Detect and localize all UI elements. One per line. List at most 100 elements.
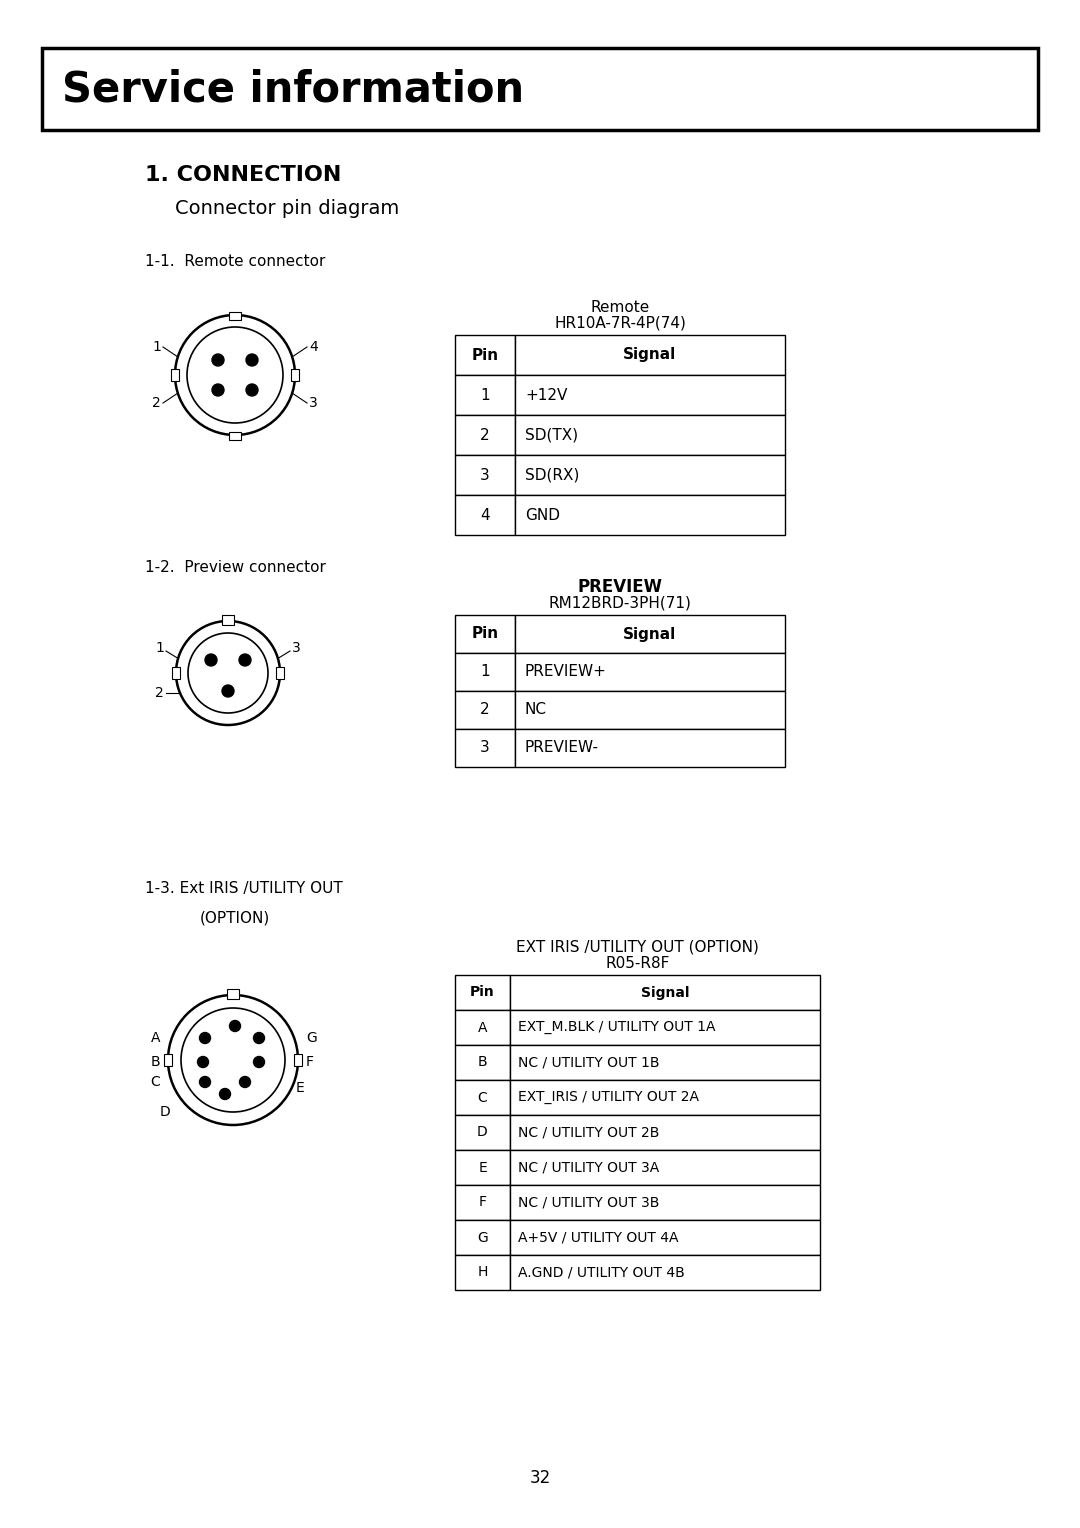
Text: G: G — [306, 1031, 316, 1045]
Text: Signal: Signal — [623, 626, 677, 642]
Circle shape — [246, 384, 258, 396]
Bar — [455, 1254, 510, 1290]
Circle shape — [229, 1021, 241, 1031]
Circle shape — [200, 1077, 211, 1088]
Text: 2: 2 — [156, 686, 164, 700]
Circle shape — [222, 685, 234, 697]
Bar — [229, 432, 241, 440]
Circle shape — [175, 315, 295, 435]
Bar — [510, 1219, 820, 1254]
Bar — [515, 614, 785, 652]
Text: PREVIEW+: PREVIEW+ — [525, 665, 607, 680]
Text: D: D — [477, 1126, 488, 1140]
Circle shape — [254, 1056, 265, 1068]
Circle shape — [212, 384, 224, 396]
Circle shape — [212, 354, 224, 367]
Text: PREVIEW: PREVIEW — [578, 578, 662, 596]
Bar — [455, 1115, 510, 1151]
Circle shape — [205, 654, 217, 666]
Text: 1. CONNECTION: 1. CONNECTION — [145, 165, 341, 185]
Circle shape — [176, 620, 280, 724]
Text: 3: 3 — [481, 468, 490, 483]
Bar — [455, 374, 515, 416]
Text: HR10A-7R-4P(74): HR10A-7R-4P(74) — [554, 315, 686, 330]
Text: RM12BRD-3PH(71): RM12BRD-3PH(71) — [549, 596, 691, 611]
Bar — [455, 1219, 510, 1254]
Bar — [455, 975, 510, 1010]
Circle shape — [254, 1033, 265, 1044]
Text: NC: NC — [525, 703, 546, 718]
Bar — [455, 455, 515, 495]
Text: F: F — [306, 1054, 314, 1070]
Text: A+5V / UTILITY OUT 4A: A+5V / UTILITY OUT 4A — [518, 1230, 678, 1244]
Bar — [227, 989, 239, 999]
Bar — [42, 47, 1038, 130]
Bar — [510, 1045, 820, 1080]
Text: C: C — [477, 1091, 487, 1105]
Text: R05-R8F: R05-R8F — [605, 955, 670, 970]
Text: F: F — [478, 1195, 486, 1210]
Bar — [455, 495, 515, 535]
Bar — [291, 368, 299, 380]
Text: B: B — [150, 1054, 160, 1070]
Bar — [455, 691, 515, 729]
Bar — [510, 1080, 820, 1115]
Bar — [510, 1115, 820, 1151]
Text: H: H — [477, 1265, 488, 1279]
Bar — [515, 455, 785, 495]
Text: A: A — [477, 1021, 487, 1034]
Text: 2: 2 — [481, 428, 490, 443]
Text: (OPTION): (OPTION) — [200, 911, 270, 926]
Bar — [455, 729, 515, 767]
Text: GND: GND — [525, 507, 561, 523]
Bar — [276, 668, 284, 678]
Text: 1: 1 — [156, 642, 164, 656]
Text: Remote: Remote — [591, 299, 650, 315]
Circle shape — [240, 1077, 251, 1088]
Bar — [455, 335, 515, 374]
Text: H: H — [247, 1001, 257, 1015]
Circle shape — [187, 327, 283, 423]
Text: Connector pin diagram: Connector pin diagram — [175, 199, 400, 217]
Text: EXT IRIS /UTILITY OUT (OPTION): EXT IRIS /UTILITY OUT (OPTION) — [516, 940, 759, 955]
Text: +12V: +12V — [525, 388, 567, 402]
Text: A: A — [150, 1031, 160, 1045]
Bar — [164, 1054, 172, 1067]
Circle shape — [188, 633, 268, 714]
Text: NC / UTILITY OUT 3A: NC / UTILITY OUT 3A — [518, 1160, 659, 1175]
Text: NC / UTILITY OUT 3B: NC / UTILITY OUT 3B — [518, 1195, 660, 1210]
Text: 1: 1 — [481, 665, 490, 680]
Bar — [515, 416, 785, 455]
Text: E: E — [296, 1080, 305, 1096]
Text: Signal: Signal — [640, 986, 689, 999]
Bar — [515, 335, 785, 374]
Bar — [510, 1010, 820, 1045]
Text: 32: 32 — [529, 1468, 551, 1487]
Circle shape — [239, 654, 251, 666]
Bar — [229, 312, 241, 319]
Text: Signal: Signal — [623, 347, 677, 362]
Bar — [515, 374, 785, 416]
Text: SD(RX): SD(RX) — [525, 468, 579, 483]
Text: NC / UTILITY OUT 2B: NC / UTILITY OUT 2B — [518, 1126, 660, 1140]
Bar — [455, 614, 515, 652]
Bar — [510, 975, 820, 1010]
Bar — [455, 1080, 510, 1115]
Text: Service information: Service information — [62, 69, 524, 110]
Text: G: G — [477, 1230, 488, 1244]
Bar — [455, 416, 515, 455]
Bar — [455, 1010, 510, 1045]
Text: 4: 4 — [481, 507, 490, 523]
Text: Pin: Pin — [470, 986, 495, 999]
Text: Pin: Pin — [472, 626, 499, 642]
Bar — [455, 1186, 510, 1219]
Bar — [294, 1054, 302, 1067]
Bar — [222, 614, 234, 625]
Circle shape — [200, 1033, 211, 1044]
Text: 1-3. Ext IRIS /UTILITY OUT: 1-3. Ext IRIS /UTILITY OUT — [145, 880, 342, 895]
Text: Pin: Pin — [472, 347, 499, 362]
Text: EXT_IRIS / UTILITY OUT 2A: EXT_IRIS / UTILITY OUT 2A — [518, 1091, 699, 1105]
Text: 2: 2 — [481, 703, 490, 718]
Text: 1: 1 — [481, 388, 490, 402]
Text: 3: 3 — [481, 741, 490, 755]
